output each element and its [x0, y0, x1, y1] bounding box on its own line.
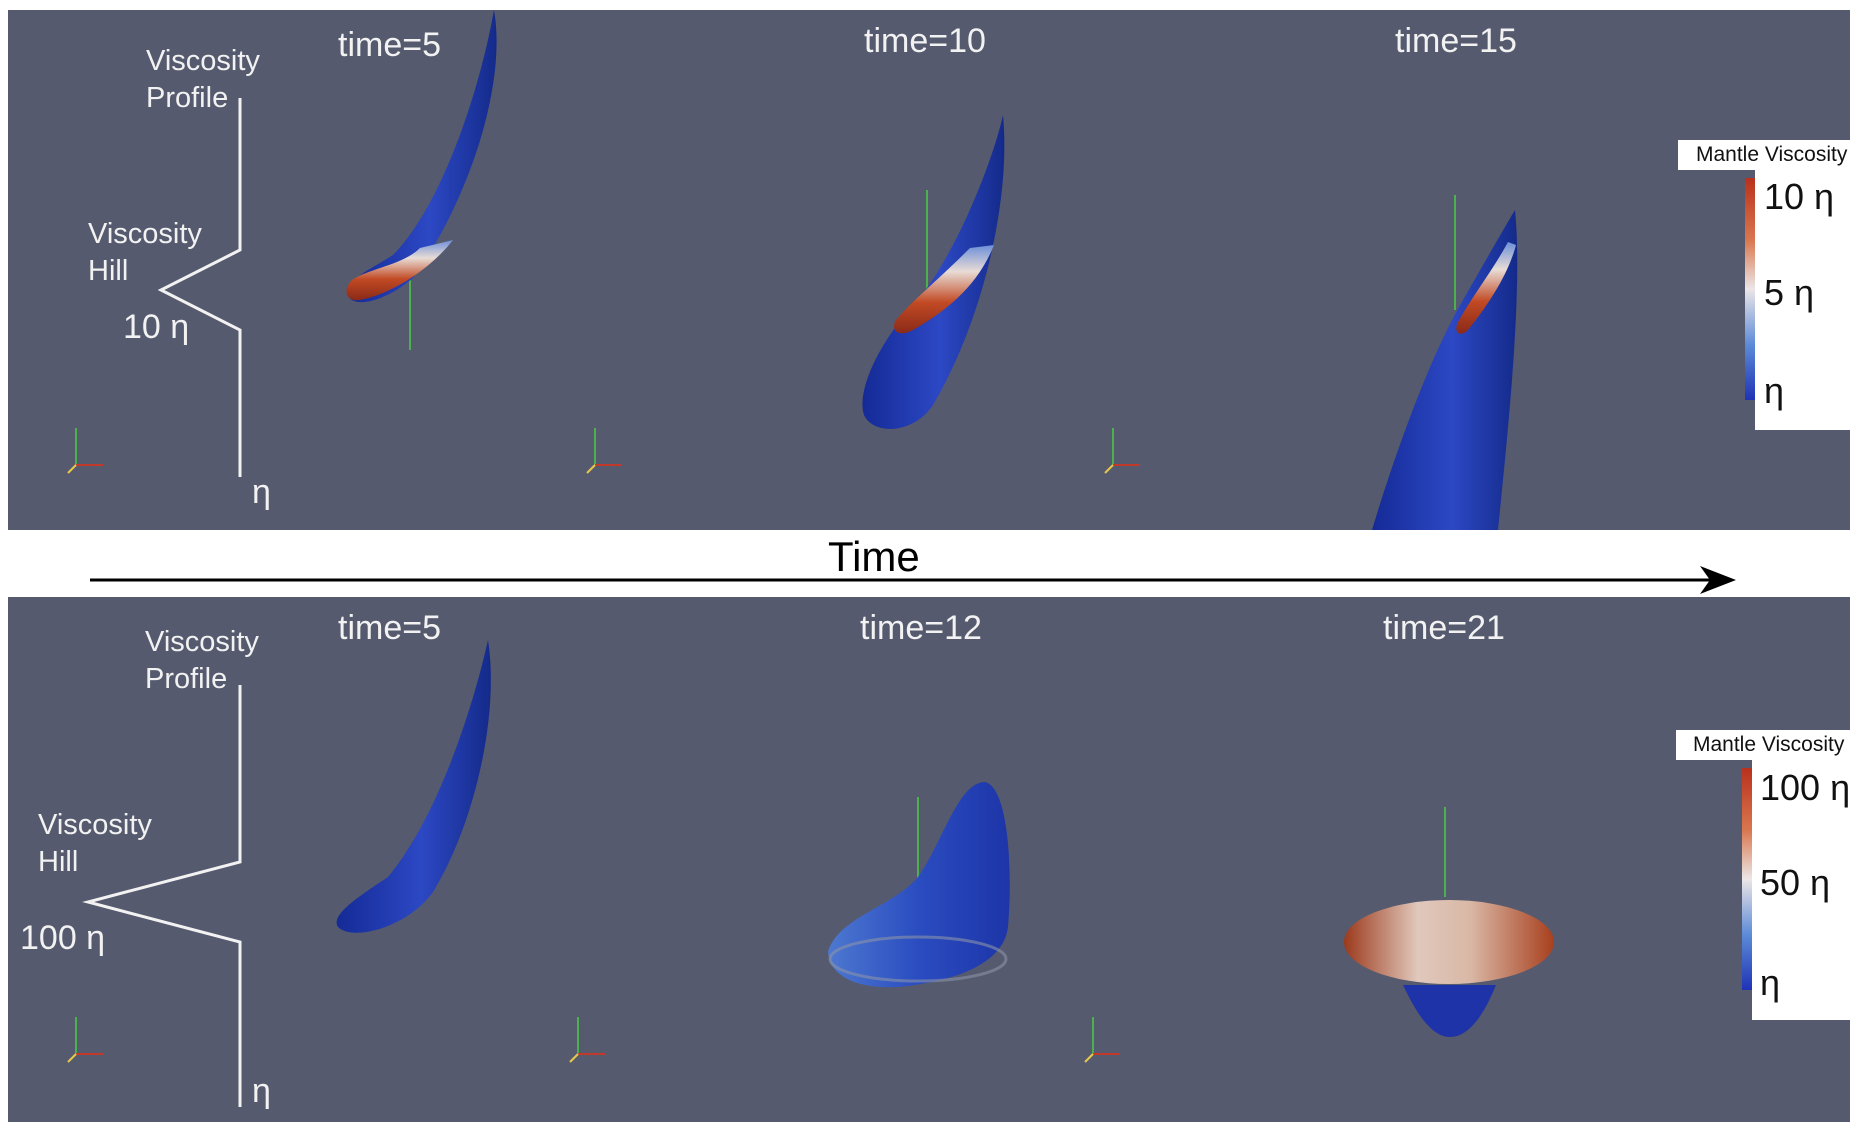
bottom-plume-2-rim [828, 935, 1008, 983]
top-hill-label-line2: Hill [88, 255, 129, 287]
bottom-hill-label: Viscosity Hill [38, 807, 152, 881]
time-arrow [90, 566, 1736, 594]
bottom-profile-title-line1: Viscosity [145, 626, 259, 658]
top-peak-value: 10 η [123, 308, 190, 346]
top-axes-triad-3 [1104, 428, 1140, 474]
bottom-snapshot-label-1: time=5 [338, 609, 441, 647]
bottom-axes-triad-1 [67, 1017, 103, 1063]
bottom-legend-title-box [1676, 730, 1866, 760]
top-color-bar [1745, 178, 1755, 400]
top-legend-tick-low: η [1764, 370, 1785, 411]
top-panel: Viscosity Profile Viscosity Hill 10 η η … [8, 10, 1850, 530]
top-legend-title: Mantle Viscosity [1696, 143, 1848, 166]
bottom-profile-title-line2: Profile [145, 663, 228, 695]
bottom-panel-render [67, 640, 1554, 1107]
bottom-legend-panel [1752, 760, 1866, 1020]
bottom-legend-tick-mid: 50 η [1760, 862, 1831, 903]
top-legend-title-box [1678, 140, 1866, 170]
bottom-legend-tick-low: η [1760, 962, 1781, 1003]
top-snapshot-label-3: time=15 [1395, 22, 1517, 60]
bottom-viscosity-profile-line [82, 685, 242, 1107]
time-axis-label: Time [828, 533, 920, 580]
bottom-panel: Viscosity Profile Viscosity Hill 100 η η… [8, 597, 1850, 1122]
top-plume-2-band [893, 245, 994, 334]
top-panel-render [67, 10, 1518, 530]
top-base-value: η [252, 473, 271, 511]
top-snapshot-label-1: time=5 [338, 26, 441, 64]
bottom-axes-triad-2 [569, 1017, 605, 1063]
top-legend-tick-high: 10 η [1764, 176, 1835, 217]
top-plume-1 [347, 10, 497, 303]
top-plume-1-band [346, 240, 453, 301]
top-profile-title-line1: Viscosity [146, 45, 260, 77]
bottom-plume-2 [828, 782, 1010, 988]
top-hill-label: Viscosity Hill [88, 216, 202, 290]
top-profile-title-line2: Profile [146, 82, 229, 114]
bottom-color-bar [1742, 768, 1752, 990]
top-snapshot-label-2: time=10 [864, 22, 986, 60]
bottom-axes-triad-3 [1084, 1017, 1120, 1063]
bottom-plume-3-tail [1403, 985, 1496, 1037]
top-profile-title: Viscosity Profile [146, 43, 260, 117]
top-plume-3 [1372, 210, 1518, 530]
top-plume-3-band [1456, 242, 1516, 334]
top-legend-panel [1755, 170, 1866, 430]
bottom-legend-title: Mantle Viscosity [1693, 733, 1845, 756]
top-axes-triad-1 [67, 428, 103, 474]
bottom-profile-title: Viscosity Profile [145, 624, 259, 698]
bottom-hill-label-line2: Hill [38, 846, 79, 878]
top-axes-triad-2 [586, 428, 622, 474]
bottom-legend-tick-high: 100 η [1760, 767, 1851, 808]
top-viscosity-profile-line [157, 98, 242, 477]
bottom-plume-3-head [1344, 900, 1554, 984]
bottom-snapshot-label-2: time=12 [860, 609, 982, 647]
top-legend-tick-mid: 5 η [1764, 272, 1815, 313]
bottom-base-value: η [252, 1072, 271, 1110]
bottom-plume-1 [336, 640, 491, 933]
bottom-snapshot-label-3: time=21 [1383, 609, 1505, 647]
top-plume-2 [862, 115, 1005, 429]
bottom-peak-value: 100 η [20, 919, 106, 957]
top-hill-label-line1: Viscosity [88, 218, 202, 250]
bottom-hill-label-line1: Viscosity [38, 809, 152, 841]
